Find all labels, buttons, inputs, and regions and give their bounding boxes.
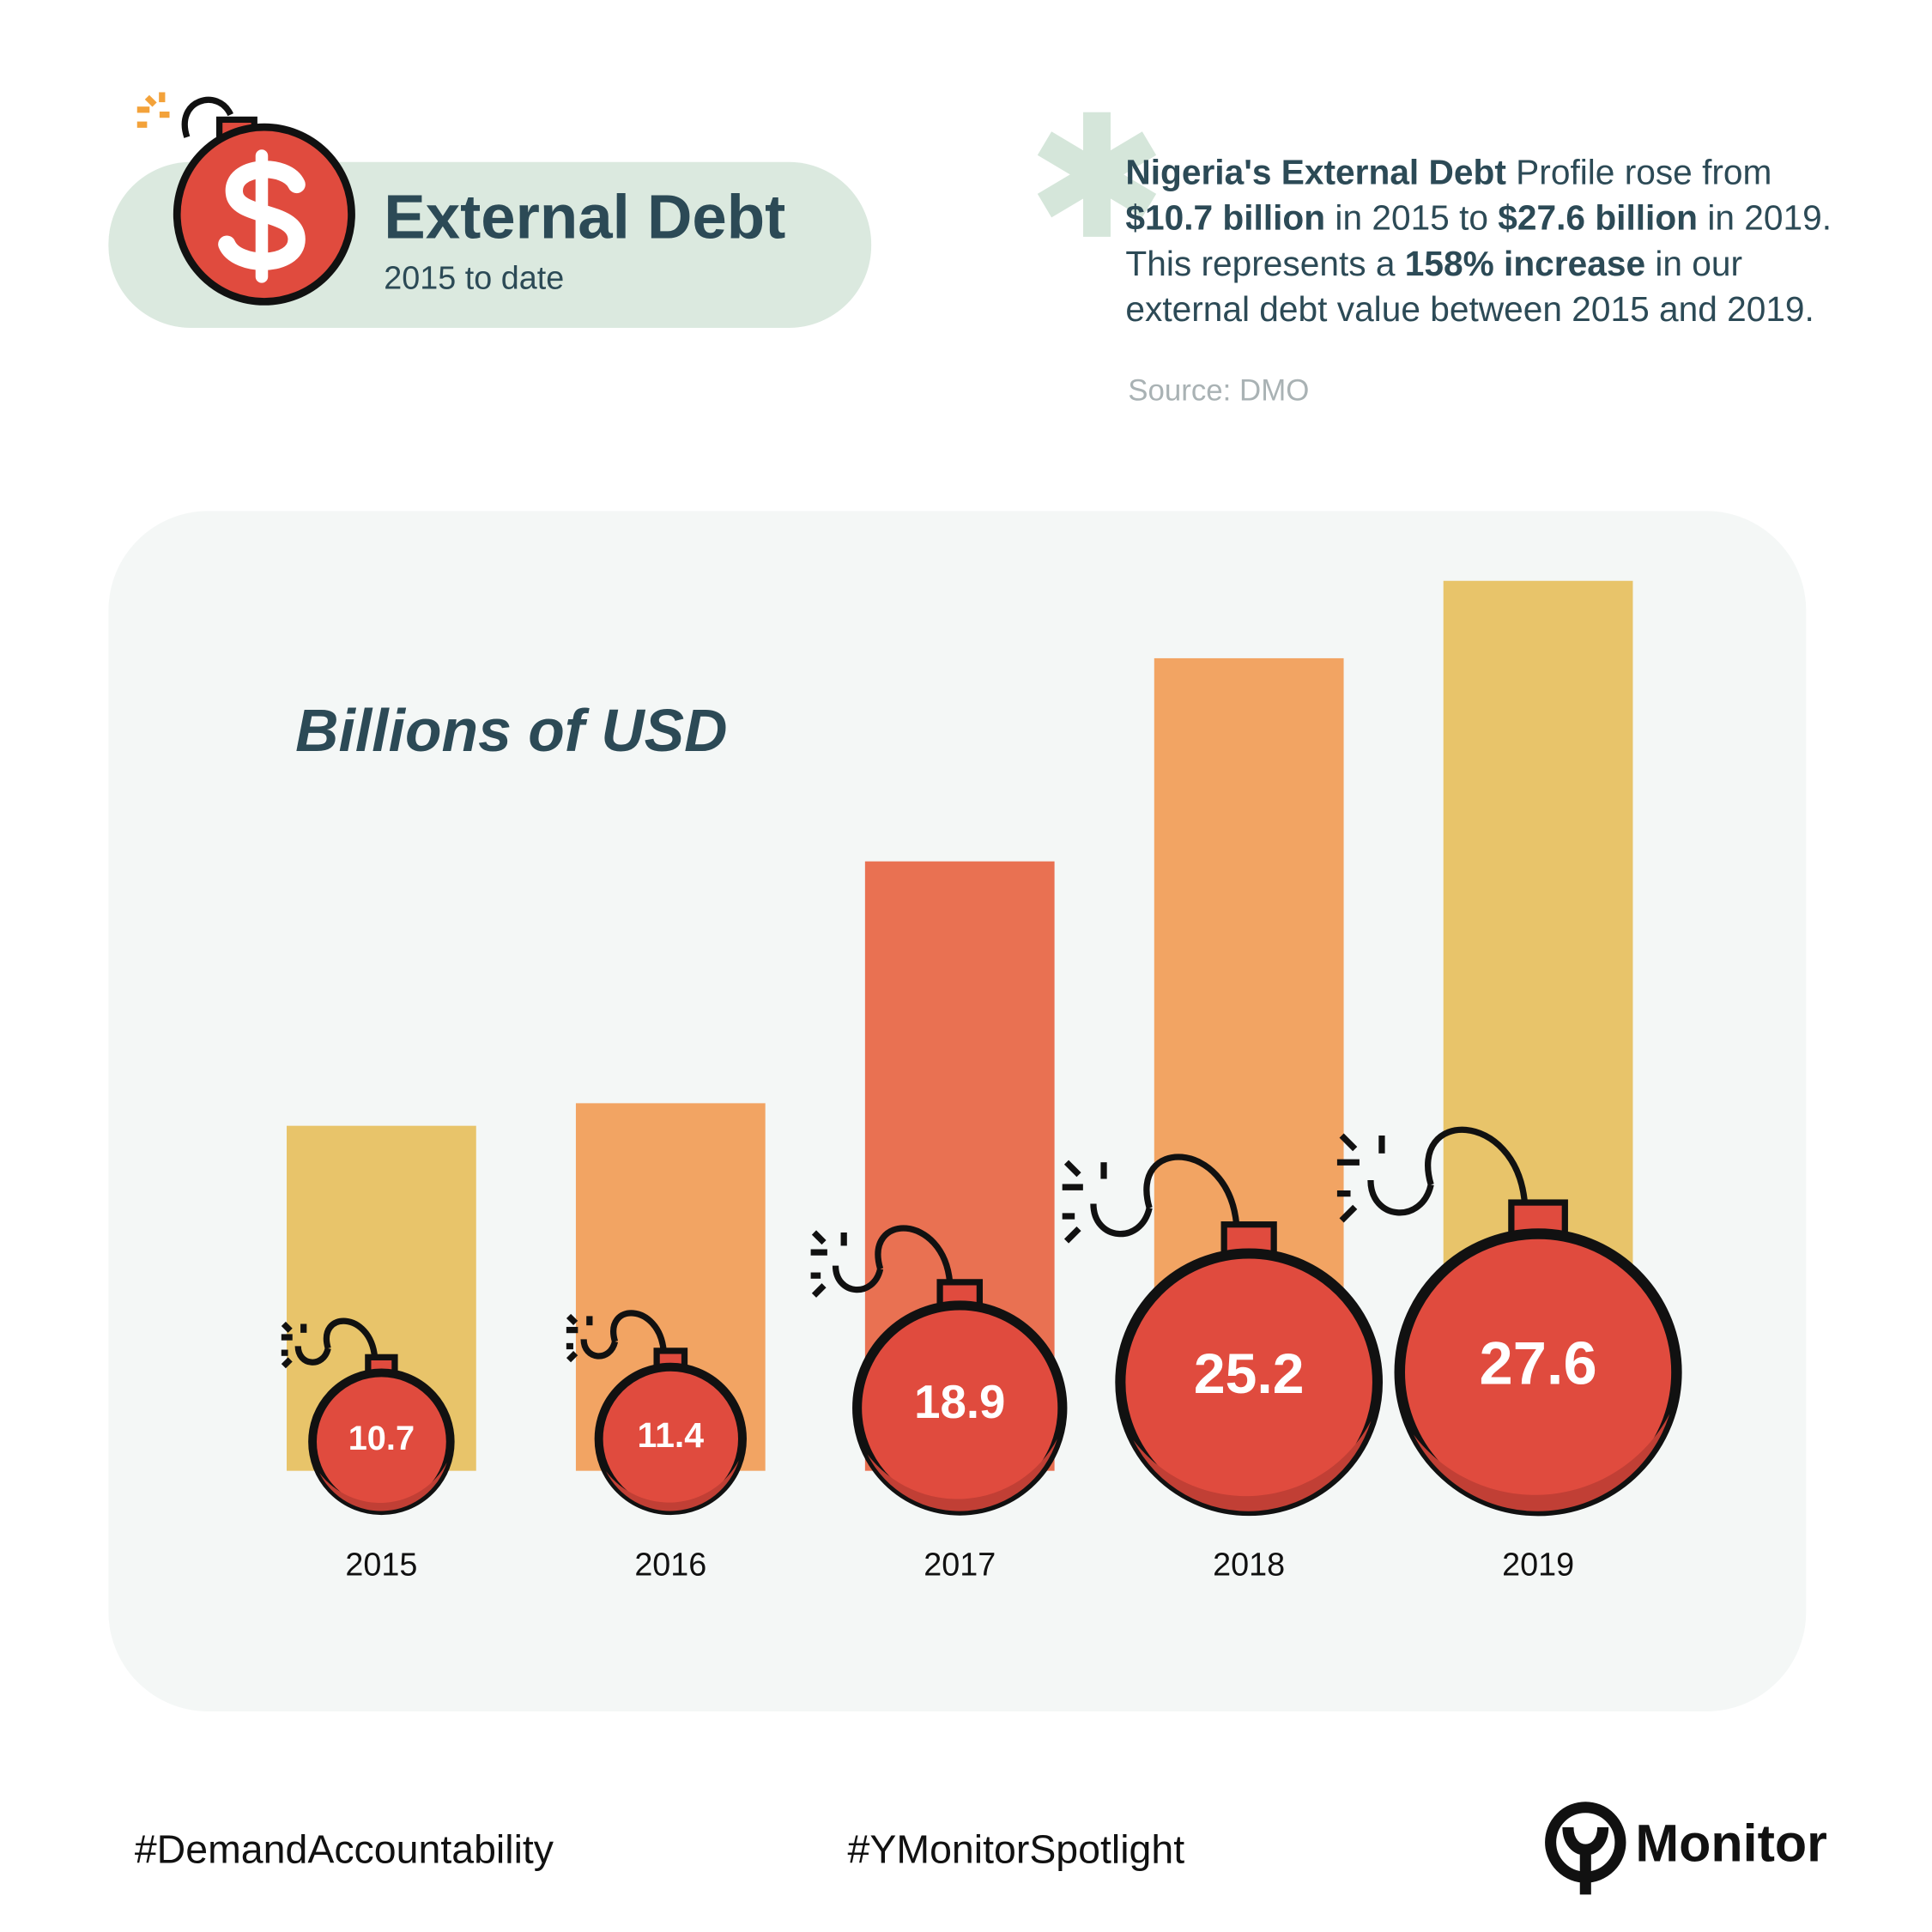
spark-line: [1339, 1204, 1358, 1223]
bomb-shade: [1133, 1420, 1372, 1511]
value-label: 25.2: [1194, 1342, 1305, 1406]
plot: 10.7 2015 11.4 2016 18.9 2017 25.2 2018 27.6 2019: [281, 580, 1682, 1582]
bomb-fuse: [1143, 1154, 1240, 1226]
bomb: 25.2: [1062, 1154, 1384, 1517]
x-tick-label: 2016: [634, 1546, 706, 1582]
spark-line: [281, 1357, 293, 1369]
asterisk-decoration: [1037, 112, 1157, 237]
bomb-fuse: [875, 1225, 954, 1283]
spark-line: [566, 1351, 578, 1363]
description-line: external debt value between 2015 and 201…: [1125, 289, 1814, 329]
bomb-fuse-tail: [832, 1265, 884, 1293]
description-run: $10.7 billion: [1125, 197, 1325, 237]
bomb-fuse-tail: [294, 1345, 331, 1366]
description-line: $10.7 billion in 2015 to $27.6 billion i…: [1125, 197, 1832, 237]
bomb-fuse: [610, 1310, 667, 1352]
source: Source: DMO: [1128, 374, 1309, 408]
hashtag: #YMonitorSpotlight: [848, 1826, 1185, 1871]
hashtag: #DemandAccountability: [135, 1826, 554, 1871]
bomb-spark: [1336, 1133, 1385, 1223]
x-tick-label: 2018: [1213, 1546, 1285, 1582]
description-run: 158% increase: [1405, 244, 1645, 283]
value-label: 27.6: [1480, 1329, 1597, 1396]
bomb: 27.6: [1336, 1126, 1682, 1517]
description-run: This represents a: [1125, 244, 1404, 283]
description-line: This represents a 158% increase in our: [1125, 244, 1742, 283]
value-label: 10.7: [348, 1420, 415, 1457]
bomb-fuse: [323, 1317, 379, 1358]
description-run: in our: [1645, 244, 1742, 283]
bomb-fuse-tail: [1367, 1179, 1434, 1216]
description-run: in 2015 to: [1325, 197, 1498, 237]
y-axis-label: Billions of USD: [295, 697, 727, 764]
bomb-fuse-tail: [1090, 1203, 1153, 1238]
value-label: 18.9: [914, 1376, 1005, 1428]
spark-line: [566, 1313, 578, 1326]
description-run: external debt value between 2015 and 201…: [1125, 289, 1814, 329]
bomb-shade: [606, 1460, 739, 1511]
spark-line: [1063, 1160, 1081, 1178]
description-line: Nigeria's External Debt Profile rose fro…: [1125, 152, 1772, 191]
x-tick-label: 2015: [345, 1546, 417, 1582]
description: Nigeria's External Debt Profile rose fro…: [1125, 152, 1832, 329]
logo-icon: [1545, 1802, 1626, 1895]
chart-title: External Debt: [384, 183, 785, 252]
bomb-shade: [319, 1462, 447, 1511]
value-label: 11.4: [638, 1415, 705, 1455]
description-run: in 2019.: [1698, 197, 1832, 237]
description-run: Nigeria's External Debt: [1125, 152, 1506, 191]
bomb: 18.9: [810, 1225, 1068, 1516]
bomb: 11.4: [566, 1310, 747, 1516]
bomb-spark: [281, 1321, 307, 1369]
bomb-spark: [566, 1313, 593, 1363]
description-run: $27.6 billion: [1498, 197, 1698, 237]
spark-line: [811, 1283, 827, 1298]
header-bomb-icon: [136, 92, 355, 306]
bomb-fuse: [1425, 1126, 1529, 1203]
chart-subtitle: 2015 to date: [384, 260, 564, 296]
logo-text: Monitor: [1635, 1814, 1827, 1872]
bomb-spark: [810, 1230, 847, 1298]
x-tick-label: 2019: [1502, 1546, 1574, 1582]
bomb-shade: [867, 1438, 1057, 1511]
spark-line: [281, 1321, 293, 1333]
spark-line: [1063, 1226, 1081, 1244]
bomb-spark: [1062, 1160, 1107, 1244]
bomb-shade: [1413, 1414, 1670, 1511]
spark-line: [1339, 1133, 1358, 1152]
bomb-fuse-tail: [580, 1338, 619, 1360]
x-tick-label: 2017: [924, 1546, 996, 1582]
description-run: Profile rose from: [1506, 152, 1772, 191]
spark-line: [811, 1230, 827, 1245]
bomb: 10.7: [281, 1317, 455, 1516]
